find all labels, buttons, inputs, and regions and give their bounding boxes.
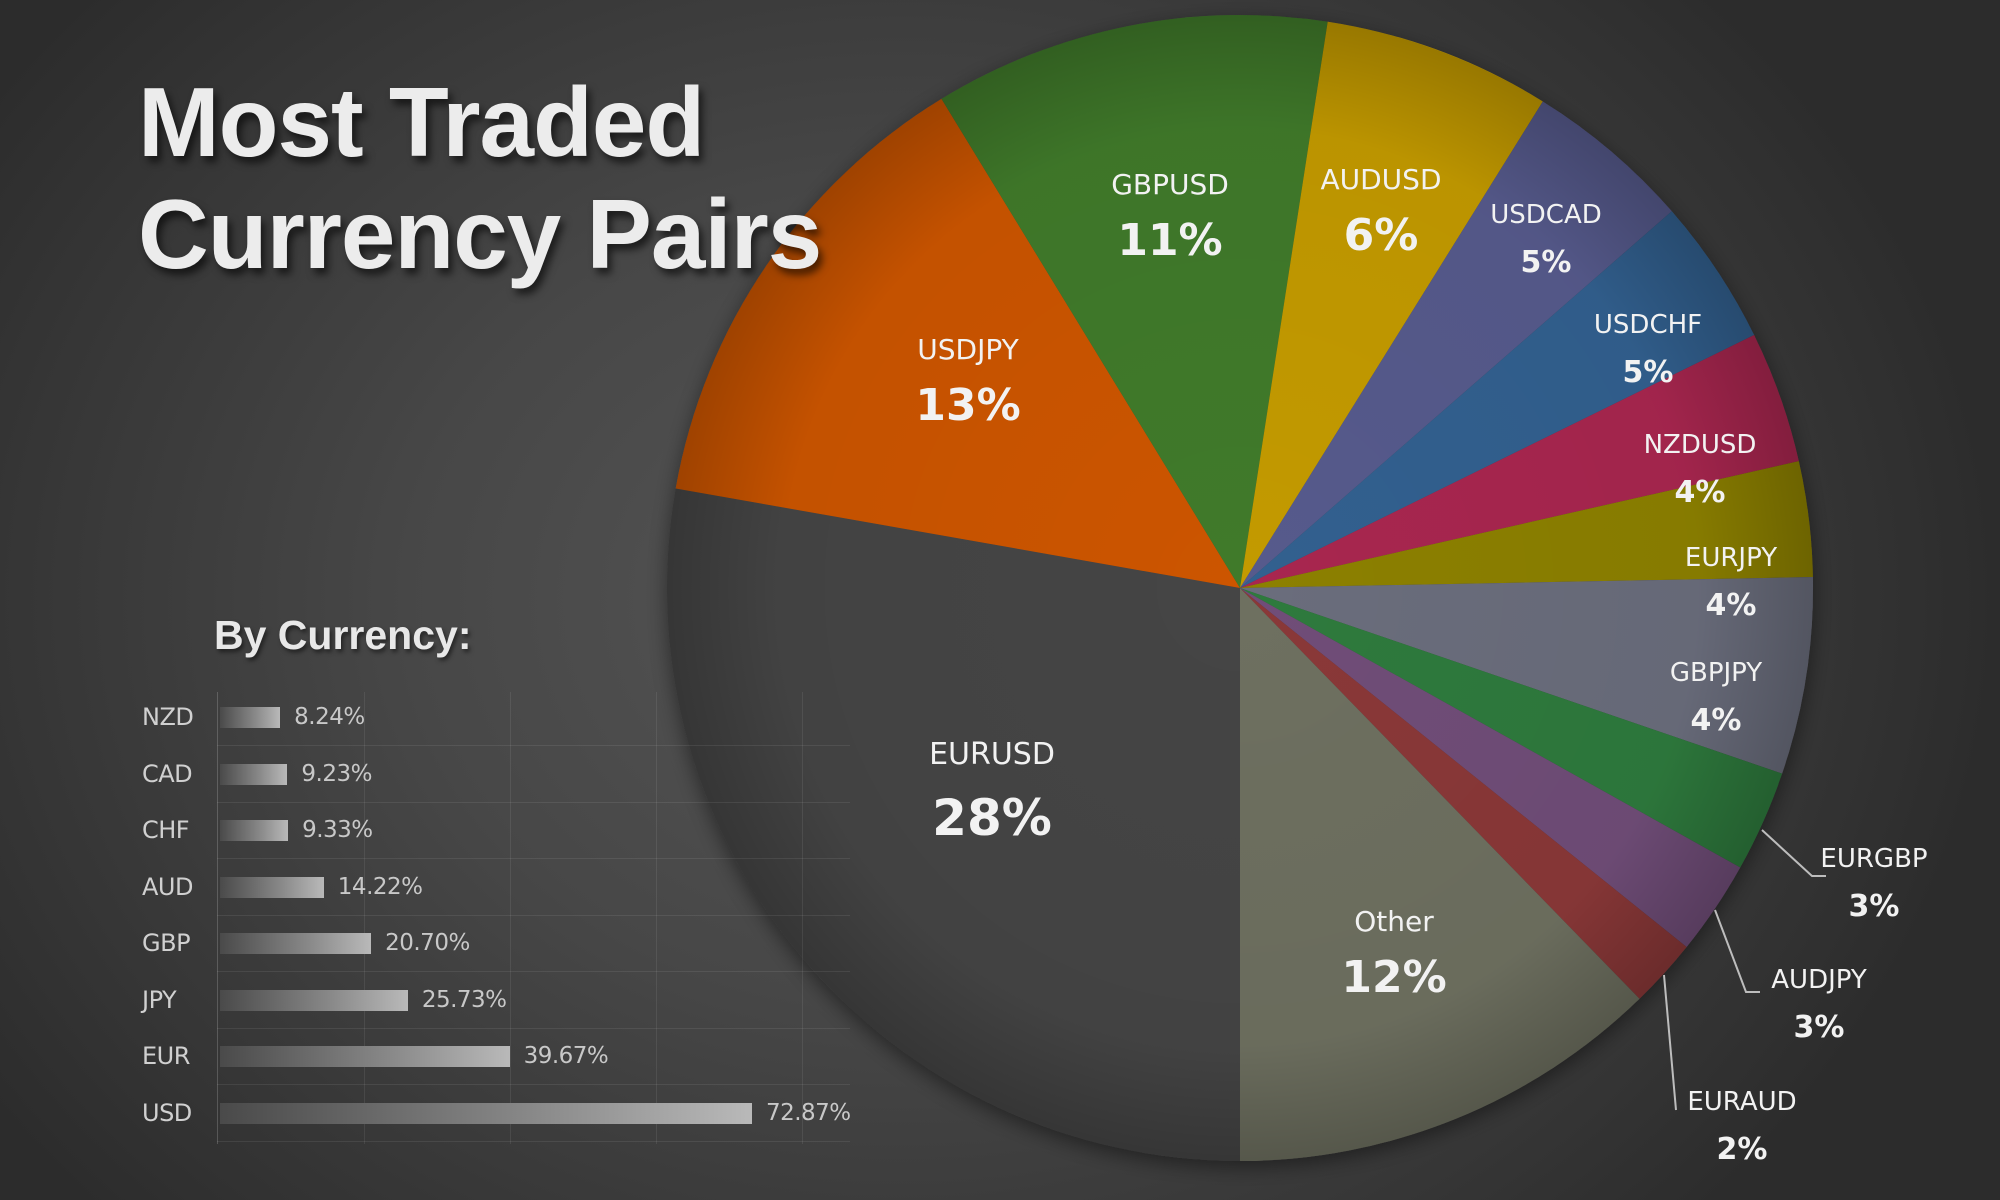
slice-percent: 13% <box>915 380 1021 431</box>
bar-row-nzd: NZD 8.24% <box>130 690 890 746</box>
bar-value-label: 39.67% <box>523 1043 609 1069</box>
currency-label: EUR <box>142 1042 190 1070</box>
slice-percent: 3% <box>1848 889 1900 924</box>
slice-percent: 5% <box>1622 355 1674 390</box>
currency-label: CAD <box>142 759 193 788</box>
bar-gridline-h <box>217 1027 850 1029</box>
slice-name: USDCAD <box>1490 200 1602 230</box>
bar-row-usd: USD 72.87% <box>130 1086 890 1142</box>
slice-percent: 6% <box>1343 210 1419 261</box>
currency-label: CHF <box>142 816 190 844</box>
bar <box>220 707 281 728</box>
bar-gridline-h <box>217 858 850 859</box>
slice-label-eurusd: EURUSD 28% <box>929 737 1055 847</box>
bar-gridline-20 <box>364 692 365 1144</box>
bar-value-label: 72.87% <box>765 1099 851 1126</box>
slice-name: EURUSD <box>929 737 1055 772</box>
slice-name: GBPJPY <box>1669 658 1763 688</box>
slice-label-gbpusd: GBPUSD 11% <box>1111 168 1229 266</box>
slice-label-audusd: AUDUSD 6% <box>1320 163 1441 261</box>
page-title: Most Traded Currency Pairs <box>138 66 822 290</box>
slice-percent: 3% <box>1793 1010 1845 1045</box>
slice-name: NZDUSD <box>1643 430 1757 460</box>
bar <box>220 933 372 954</box>
bar <box>220 763 288 785</box>
currency-label: NZD <box>142 703 194 731</box>
slice-percent: 28% <box>932 789 1052 847</box>
slice-name: USDCHF <box>1593 310 1703 340</box>
slice-label-usdcad: USDCAD 5% <box>1490 198 1602 282</box>
bar-gridline-h <box>217 801 850 803</box>
bar-row-gbp: GBP 20.70% <box>130 916 890 972</box>
slice-label-eurjpy: EURJPY 4% <box>1685 541 1777 625</box>
callout-line-euraud <box>1663 974 1677 1111</box>
currency-label: JPY <box>142 985 177 1014</box>
slice-name: EURJPY <box>1684 543 1778 573</box>
currency-label: GBP <box>142 929 191 957</box>
bar-row-cad: CAD 9.23% <box>130 747 890 803</box>
slice-label-other: Other 12% <box>1341 905 1446 1003</box>
bar-gridline-h <box>217 971 850 972</box>
bar-row-aud: AUD 14.22% <box>130 860 890 916</box>
slice-name: EURGBP <box>1820 844 1928 874</box>
bar-row-chf: CHF 9.33% <box>130 803 890 859</box>
title-line-2: Currency Pairs <box>138 179 822 289</box>
bar-value-label: 20.70% <box>385 930 470 956</box>
bar-gridline-40 <box>510 692 511 1144</box>
slice-name: AUDUSD <box>1320 163 1442 196</box>
slice-name: USDJPY <box>917 333 1019 366</box>
bar-value-label: 9.23% <box>301 760 372 787</box>
slice-percent: 4% <box>1674 475 1726 510</box>
bar <box>220 876 324 898</box>
bar <box>220 989 408 1011</box>
slice-name: EURAUD <box>1687 1087 1797 1117</box>
bar <box>220 1102 752 1124</box>
slice-label-audjpy: AUDJPY 3% <box>1771 963 1867 1047</box>
bar-gridline-h <box>217 1140 850 1142</box>
bar-gridline-60 <box>656 692 657 1144</box>
slice-label-gbpjpy: GBPJPY 4% <box>1670 656 1762 740</box>
bar <box>220 1046 510 1067</box>
currency-label: USD <box>142 1098 192 1127</box>
bar-gridline-h <box>217 1084 850 1085</box>
by-currency-heading: By Currency: <box>214 612 472 658</box>
slice-label-nzdusd: NZDUSD 4% <box>1644 428 1757 512</box>
bar-value-label: 25.73% <box>421 986 507 1013</box>
slice-percent: 12% <box>1341 952 1447 1003</box>
slice-percent: 5% <box>1520 245 1572 280</box>
slice-name: AUDJPY <box>1771 965 1867 995</box>
slice-label-usdchf: USDCHF 5% <box>1594 308 1702 392</box>
slice-percent: 4% <box>1705 588 1757 623</box>
slice-percent: 2% <box>1716 1132 1768 1167</box>
callout-line-audjpy <box>1714 909 1760 993</box>
title-line-1: Most Traded <box>138 67 705 177</box>
bar-value-label: 9.33% <box>302 817 373 843</box>
pie-callouts <box>1663 829 1826 1111</box>
currency-label: AUD <box>142 872 193 901</box>
currency-bar-chart: NZD 8.24% CAD 9.23% CHF 9.33% AUD 14.22% GBP 20.7… <box>130 690 890 1150</box>
slice-label-usdjpy: USDJPY 13% <box>915 333 1020 431</box>
bar-value-label: 8.24% <box>294 704 365 730</box>
slice-label-euraud: EURAUD 2% <box>1687 1085 1796 1169</box>
slice-name: Other <box>1354 905 1434 938</box>
slice-label-eurgbp: EURGBP 3% <box>1820 842 1927 926</box>
bar <box>220 820 289 841</box>
bar-axis-line <box>217 692 218 1144</box>
bar-gridline-h <box>217 745 850 746</box>
slice-percent: 11% <box>1117 215 1223 266</box>
slice-name: GBPUSD <box>1111 168 1229 201</box>
bar-value-label: 14.22% <box>337 873 423 900</box>
callout-line-eurgbp <box>1761 829 1826 877</box>
bar-row-jpy: JPY 25.73% <box>130 973 890 1029</box>
bar-row-eur: EUR 39.67% <box>130 1029 890 1085</box>
slice-percent: 4% <box>1690 703 1742 738</box>
bar-gridline-h <box>217 914 850 916</box>
